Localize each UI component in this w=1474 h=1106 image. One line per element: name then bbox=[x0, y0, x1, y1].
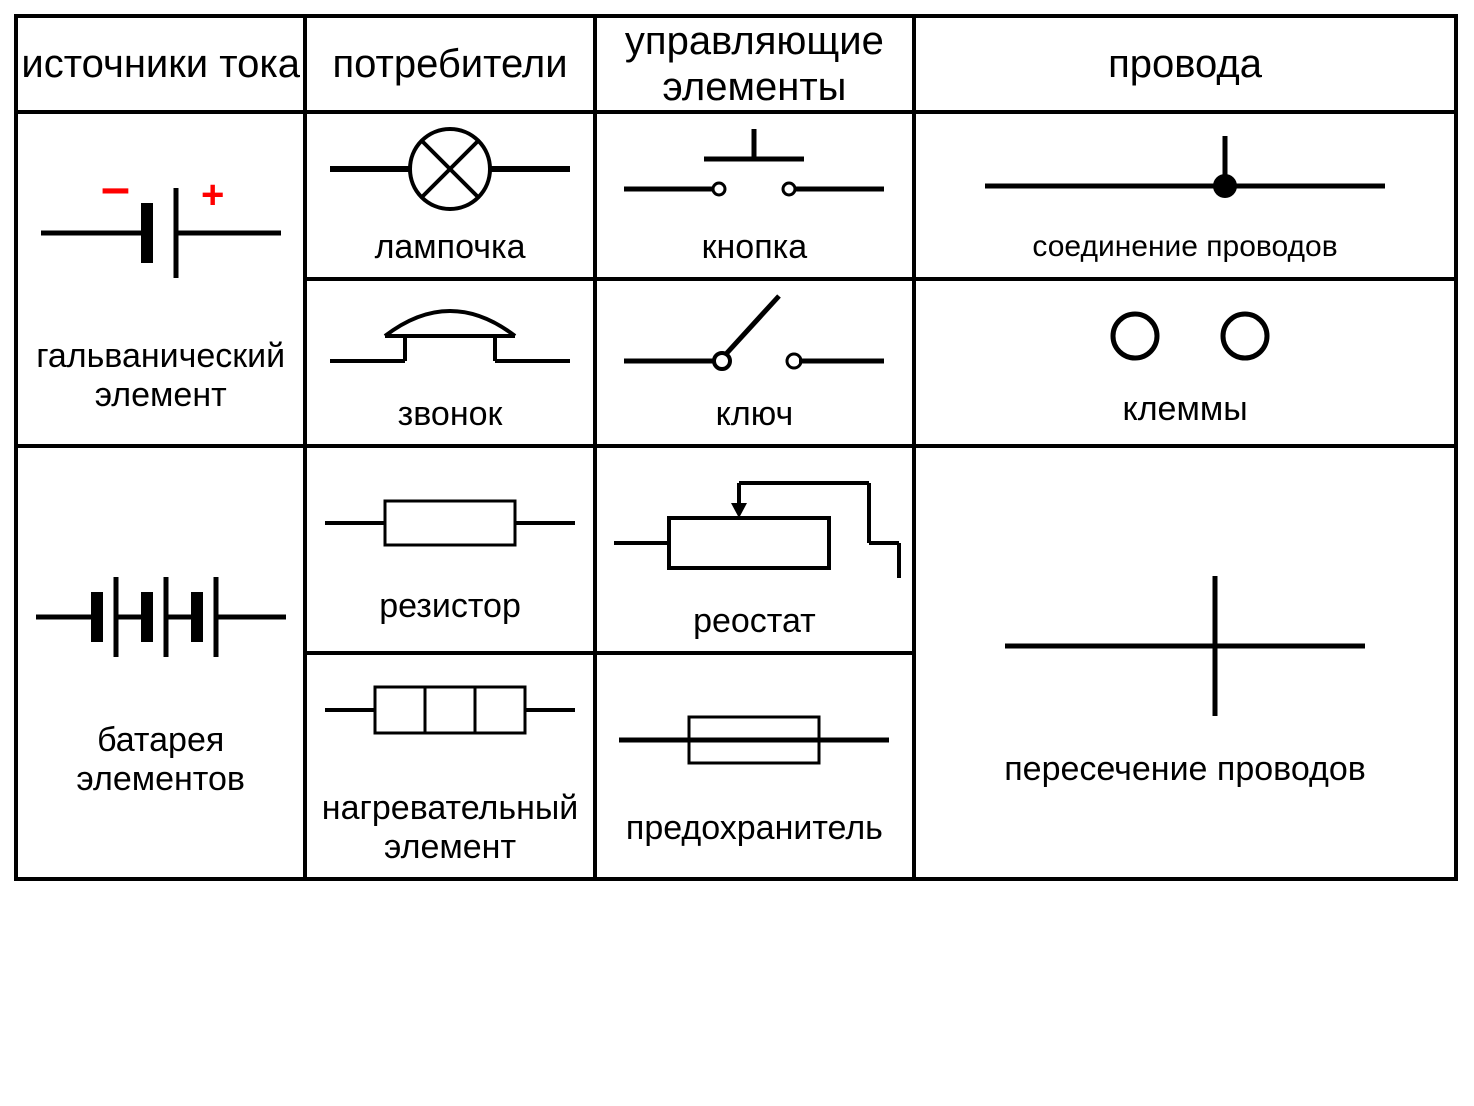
cell-heater: нагревательный элемент bbox=[305, 653, 594, 879]
resistor-icon bbox=[310, 463, 590, 583]
galvanic-icon: – + bbox=[21, 133, 301, 333]
rheostat-icon bbox=[599, 448, 909, 598]
bell-icon bbox=[310, 281, 590, 391]
cell-switch: ключ bbox=[595, 279, 914, 446]
lamp-icon bbox=[310, 114, 590, 224]
cell-battery: батарея элементов bbox=[16, 446, 305, 879]
battery-icon bbox=[21, 517, 301, 717]
heater-icon bbox=[310, 655, 590, 785]
button-icon bbox=[604, 114, 904, 224]
cell-lamp: лампочка bbox=[305, 112, 594, 279]
header-consumers: потребители bbox=[305, 16, 594, 112]
rheostat-label: реостат bbox=[597, 598, 912, 651]
crossing-label: пересечение проводов bbox=[916, 746, 1454, 799]
table-row: батарея элементов резистор реостат bbox=[16, 446, 1456, 653]
fuse-label: предохранитель bbox=[597, 805, 912, 858]
switch-icon bbox=[604, 281, 904, 391]
terminals-label: клеммы bbox=[916, 386, 1454, 439]
symbols-table: источники тока потребители управляющие э… bbox=[14, 14, 1458, 881]
svg-text:+: + bbox=[201, 173, 224, 217]
switch-label: ключ bbox=[597, 391, 912, 444]
fuse-icon bbox=[599, 675, 909, 805]
cell-rheostat: реостат bbox=[595, 446, 914, 653]
cell-bell: звонок bbox=[305, 279, 594, 446]
header-wires: провода bbox=[914, 16, 1456, 112]
header-sources: источники тока bbox=[16, 16, 305, 112]
cell-galvanic: – + гальванический элемент bbox=[16, 112, 305, 446]
cell-terminals: клеммы bbox=[914, 279, 1456, 446]
page: источники тока потребители управляющие э… bbox=[0, 0, 1474, 1106]
table-header-row: источники тока потребители управляющие э… bbox=[16, 16, 1456, 112]
header-controls: управляющие элементы bbox=[595, 16, 914, 112]
svg-text:–: – bbox=[101, 159, 130, 217]
cell-junction: соединение проводов bbox=[914, 112, 1456, 279]
resistor-label: резистор bbox=[307, 583, 592, 636]
table-row: – + гальванический элемент лампочка кноп… bbox=[16, 112, 1456, 279]
cell-button: кнопка bbox=[595, 112, 914, 279]
junction-icon bbox=[925, 116, 1445, 226]
cell-fuse: предохранитель bbox=[595, 653, 914, 879]
lamp-label: лампочка bbox=[307, 224, 592, 277]
galvanic-label: гальванический элемент bbox=[18, 333, 303, 425]
cell-crossing: пересечение проводов bbox=[914, 446, 1456, 879]
cell-resistor: резистор bbox=[305, 446, 594, 653]
terminals-icon bbox=[925, 286, 1445, 386]
crossing-icon bbox=[925, 526, 1445, 746]
junction-label: соединение проводов bbox=[916, 226, 1454, 275]
heater-label: нагревательный элемент bbox=[307, 785, 592, 877]
bell-label: звонок bbox=[307, 391, 592, 444]
button-label: кнопка bbox=[597, 224, 912, 277]
battery-label: батарея элементов bbox=[18, 717, 303, 809]
